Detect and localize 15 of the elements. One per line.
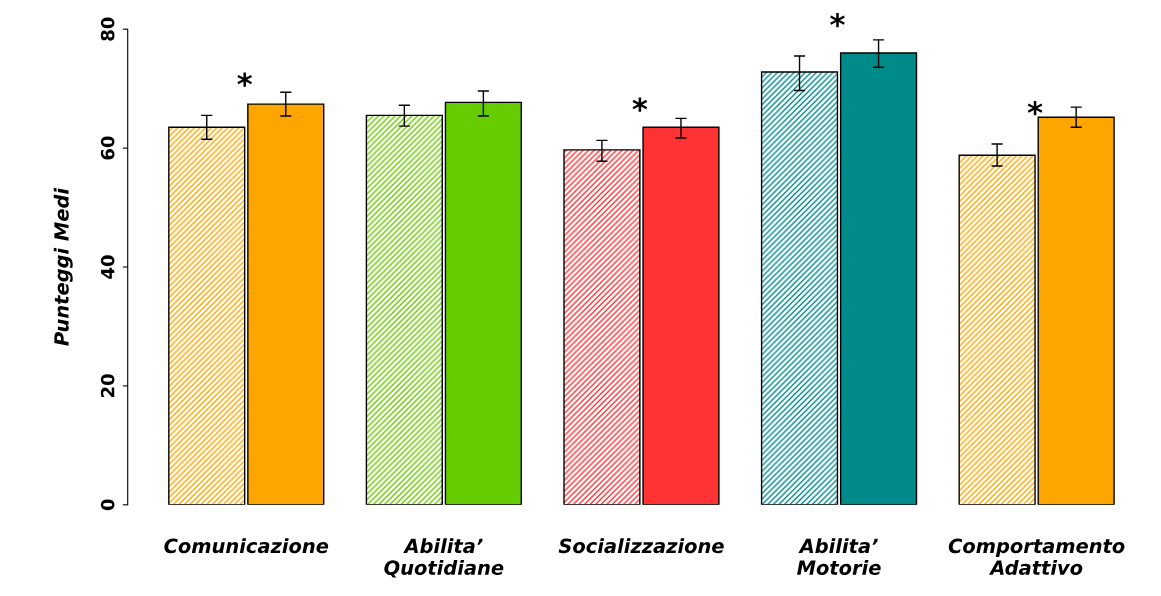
y-tick-label: 20 [100,374,115,398]
data-label: * [830,13,845,28]
x-tick-label: Socializzazione [558,538,724,554]
y-axis-title: Punteggi Medi [53,187,73,346]
y-tick-label: 60 [100,136,115,160]
y-tick-label: 0 [100,499,115,511]
data-label: * [237,72,253,87]
x-tick-label: Abilita’ Motorie [797,538,881,575]
x-tick-label: Comportamento Adattivo [948,538,1125,575]
data-label: * [632,97,648,112]
x-tick-label: Comunicazione [164,538,329,554]
data-label: * [1027,101,1043,116]
y-tick-label: 80 [100,17,115,41]
x-tick-label: Abilita’ Quotidiane [384,538,504,578]
y-tick-label: 40 [100,255,115,279]
